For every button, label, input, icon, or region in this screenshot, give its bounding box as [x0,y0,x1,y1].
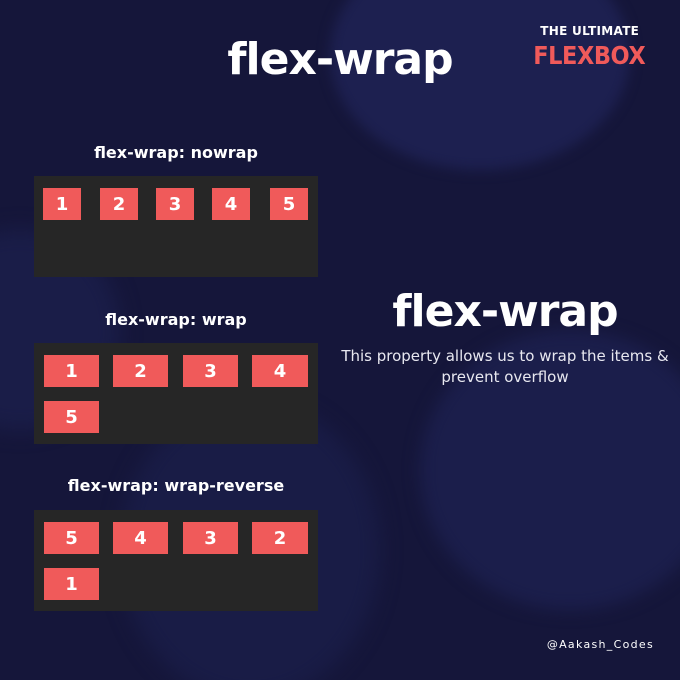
flex-item: 5 [270,188,308,220]
flex-item: 4 [252,355,308,387]
author-handle: @Aakash_Codes [546,638,654,651]
flex-item: 2 [113,355,168,387]
flex-item: 1 [43,188,81,220]
flex-item: 1 [44,355,99,387]
flex-item: 3 [156,188,194,220]
flex-item: 4 [212,188,250,220]
demo-label-wrap-reverse: flex-wrap: wrap-reverse [67,476,285,495]
flex-item: 3 [183,355,238,387]
page-title: flex-wrap [227,34,453,85]
flex-item: 1 [44,568,99,600]
flex-item: 5 [44,522,99,554]
flex-item: 2 [100,188,138,220]
flex-item: 5 [44,401,99,433]
background-blob [420,330,680,610]
flex-item: 4 [113,522,168,554]
demo-container-nowrap: 1 2 3 4 5 [34,176,318,277]
flex-item: 3 [183,522,238,554]
brand-logo: THE ULTIMATE FLEXBOX [527,24,652,70]
flex-item: 2 [252,522,308,554]
brand-title: FLEXBOX [533,41,647,70]
section-description: This property allows us to wrap the item… [341,347,669,386]
demo-container-wrap-reverse: 5 4 3 2 1 [34,510,318,611]
demo-container-wrap: 1 2 3 4 5 [34,343,318,444]
demo-label-wrap: flex-wrap: wrap [105,310,247,329]
demo-label-nowrap: flex-wrap: nowrap [94,143,258,162]
section-title: flex-wrap [392,286,618,337]
brand-subtitle: THE ULTIMATE [540,24,640,38]
